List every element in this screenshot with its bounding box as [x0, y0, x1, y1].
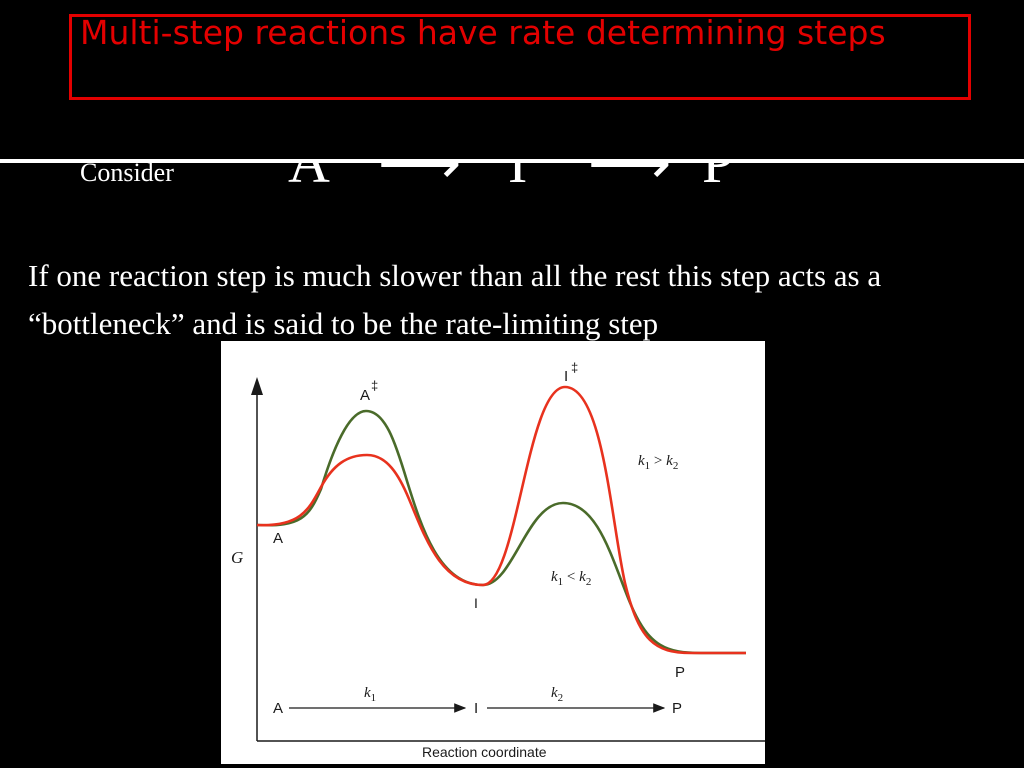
equation-species-i: I	[508, 163, 527, 188]
consider-label: Consider	[80, 158, 174, 187]
equation-arrow-1: ⟶	[378, 163, 461, 188]
ts2-mark: ‡	[571, 360, 578, 375]
k1-lt-k2-label: k1 < k2	[551, 569, 591, 588]
y-axis-arrowhead	[251, 377, 263, 395]
k1-gt-k2-label: k1 > k2	[638, 453, 678, 472]
divider-line	[0, 159, 1024, 163]
x-axis-label: Reaction coordinate	[422, 744, 547, 760]
scheme-middle: I	[474, 700, 478, 717]
intermediate-label: I	[474, 595, 478, 611]
equation-arrow-2: ⟶	[588, 163, 671, 188]
body-paragraph: If one reaction step is much slower than…	[28, 258, 882, 341]
y-axis-label: G	[231, 548, 243, 567]
green-curve	[256, 409, 746, 655]
ts1-label: A	[360, 387, 370, 404]
equation-species-p: P	[702, 163, 734, 188]
ts2-label: I	[564, 368, 568, 385]
energy-diagram: A ‡ I ‡ A I P G k1 > k2 k1 < k2 A k1 I k…	[221, 341, 765, 764]
title-frame	[69, 14, 971, 100]
ts1-mark: ‡	[371, 378, 378, 393]
product-label: P	[675, 664, 685, 681]
reaction-equation: A ⟶ I ⟶ P	[270, 163, 790, 188]
scheme-k2: k2	[551, 685, 563, 704]
reactant-label: A	[273, 530, 283, 547]
slide-title: Multi-step reactions have rate determini…	[80, 13, 886, 52]
red-curve	[256, 385, 746, 655]
scheme-start: A	[273, 700, 283, 717]
scheme-k1: k1	[364, 685, 376, 704]
scheme-end: P	[672, 700, 682, 717]
equation-species-a: A	[288, 163, 330, 188]
